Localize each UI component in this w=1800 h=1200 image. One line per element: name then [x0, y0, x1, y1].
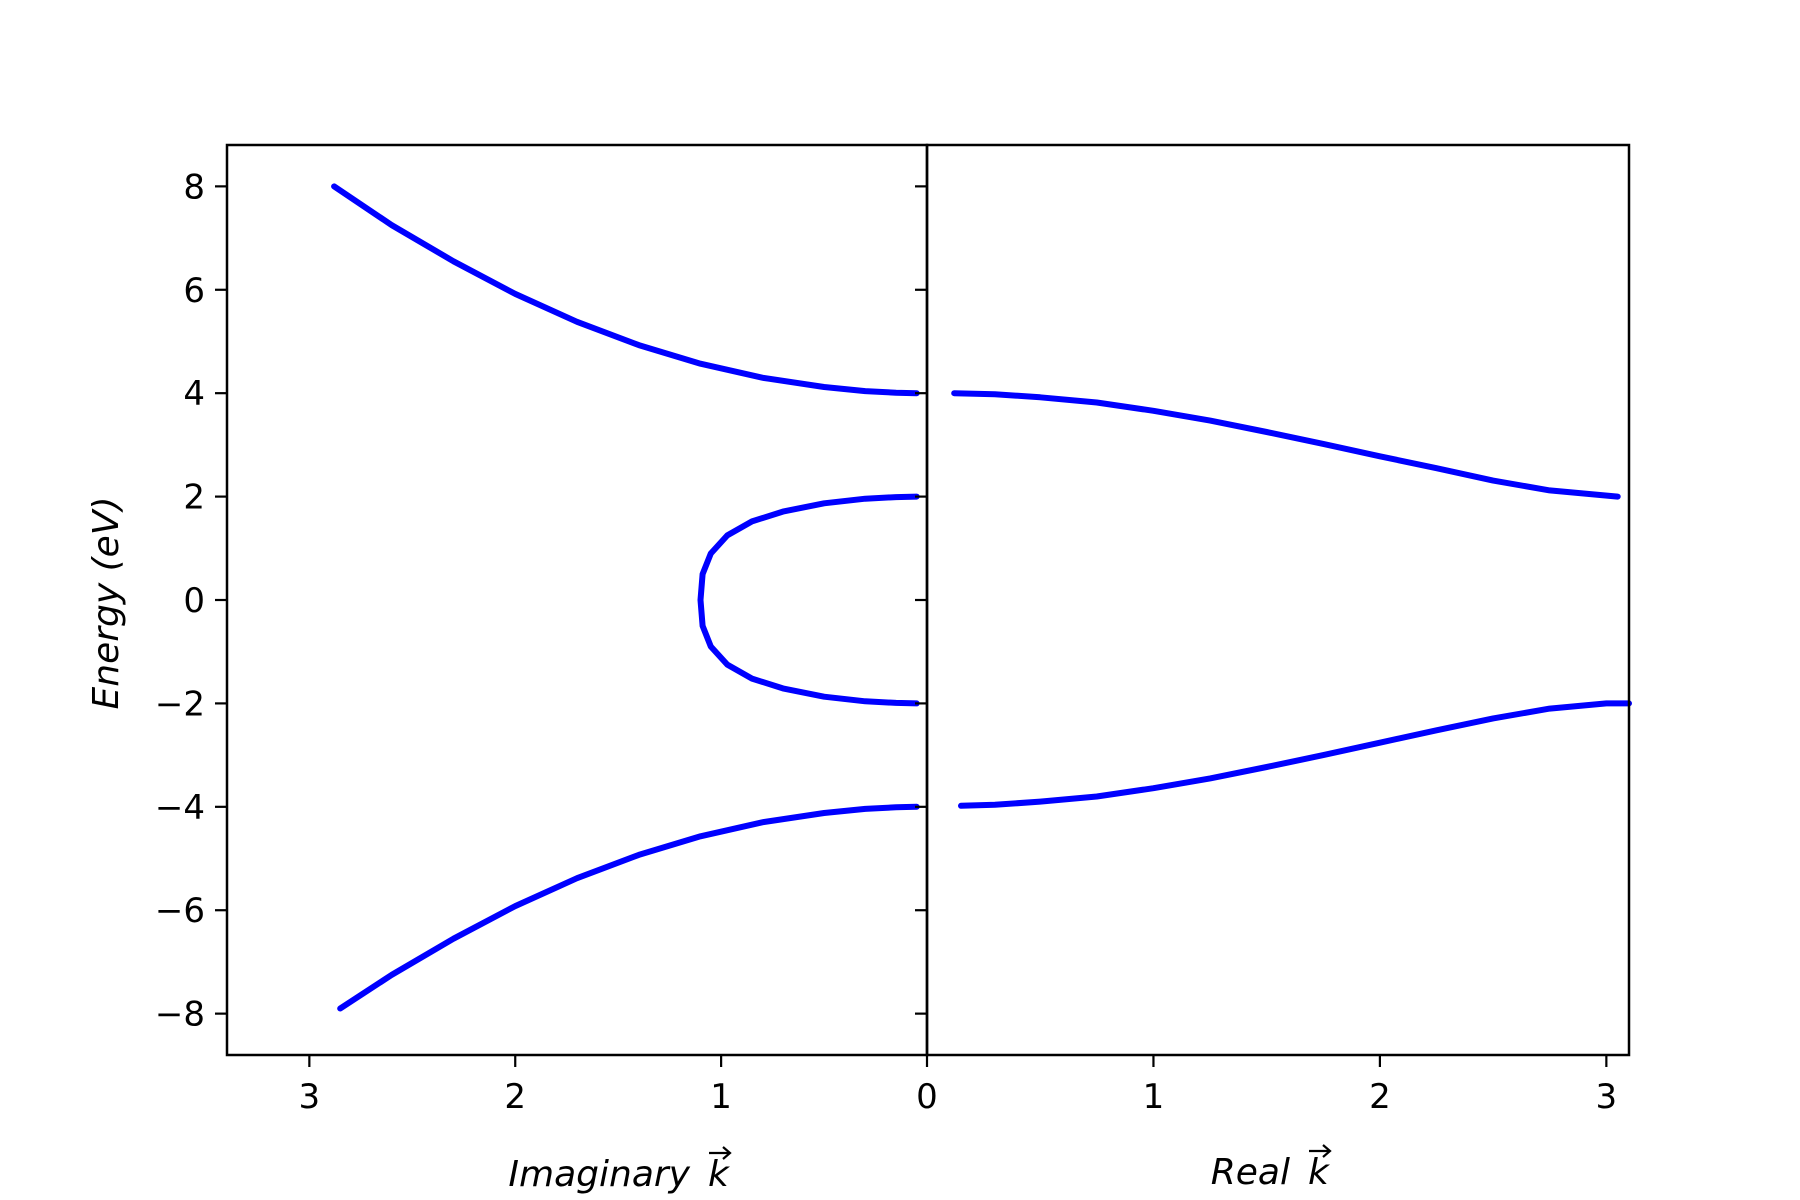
- y-tick-label: 2: [183, 478, 205, 518]
- left-x-tick-label: 1: [710, 1077, 732, 1117]
- y-tick-label: −4: [155, 788, 205, 828]
- left-x-tick-label: 2: [504, 1077, 526, 1117]
- right-band-curve-1: [951, 390, 1621, 500]
- y-tick-label: 8: [183, 167, 205, 207]
- k-vector-symbol-right: k: [1308, 1152, 1331, 1193]
- y-tick-label: 0: [183, 581, 205, 621]
- right-plot-frame: [925, 143, 1631, 1057]
- left-plot-frame: [225, 143, 929, 1057]
- y-tick-label: −2: [155, 684, 205, 724]
- right-band-curve-2: [958, 700, 1632, 809]
- y-tick-label: −6: [155, 891, 205, 931]
- x-axis-label-right: Real k: [1211, 1144, 1332, 1193]
- y-tick-label: 4: [183, 374, 205, 414]
- left-x-tick-label: 3: [299, 1077, 321, 1117]
- x-axis-label-left: Imaginary k: [508, 1146, 732, 1195]
- y-tick-label: 6: [183, 271, 205, 311]
- x-axis-label-imaginary: Imaginary: [508, 1154, 690, 1195]
- right-x-tick-label: 2: [1369, 1077, 1391, 1117]
- y-axis-label: Energy (eV): [86, 497, 127, 710]
- real-k-panel: 1 2 3: [925, 143, 1632, 1117]
- right-x-tick-label: 3: [1596, 1077, 1618, 1117]
- left-band-curve-2: [697, 493, 920, 707]
- vector-arrow-left-icon: [709, 1146, 732, 1160]
- left-band-curve-1: [331, 183, 920, 397]
- shared-x-tick-label-zero: 0: [916, 1077, 938, 1117]
- right-x-tick-label: 1: [1143, 1077, 1165, 1117]
- k-vector-symbol-left: k: [708, 1154, 731, 1195]
- x-axis-label-real: Real: [1211, 1152, 1290, 1193]
- y-tick-label: −8: [155, 995, 205, 1035]
- imaginary-k-panel: 3 2 1 8 6 4 2 0 −2 −4 −6 −8: [155, 143, 929, 1117]
- left-band-curve-3: [337, 803, 920, 1012]
- vector-arrow-right-icon: [1309, 1144, 1332, 1158]
